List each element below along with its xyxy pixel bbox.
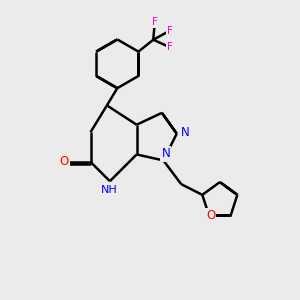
Text: F: F [167, 26, 172, 36]
Text: O: O [59, 155, 68, 168]
Text: F: F [167, 42, 172, 52]
Text: O: O [206, 209, 215, 222]
Text: NH: NH [101, 185, 118, 195]
Text: N: N [181, 126, 190, 139]
Text: F: F [152, 17, 158, 27]
Text: N: N [161, 147, 170, 161]
